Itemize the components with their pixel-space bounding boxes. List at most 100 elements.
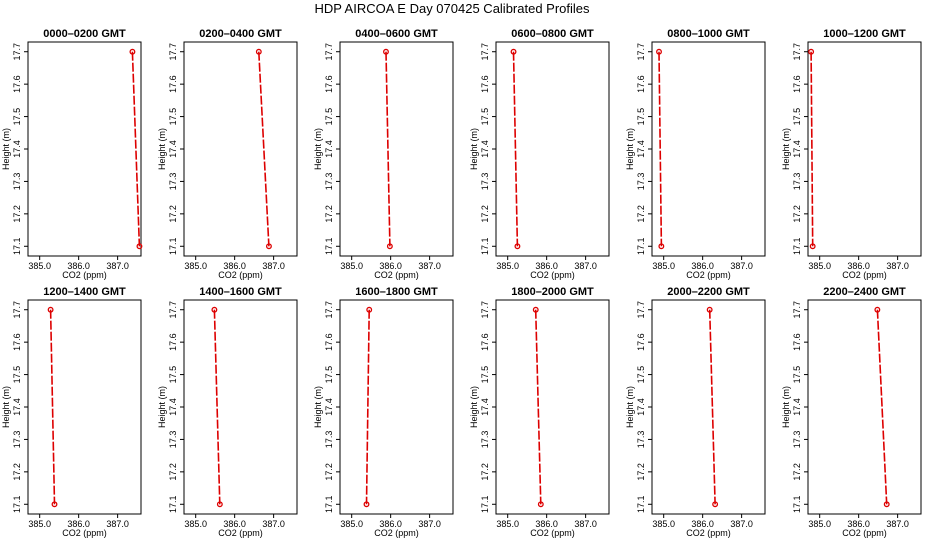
y-tick-label: 17.5: [12, 108, 22, 126]
data-point: [706, 306, 713, 313]
y-tick-label: 17.2: [168, 463, 178, 481]
chart-panel: 2200–2400 GMT 385.0 386.0 387.0 17.1 17.2 17.3…: [781, 286, 922, 538]
x-tick-label: 387.0: [418, 519, 441, 529]
y-tick-label: 17.7: [636, 43, 646, 61]
plot-frame: [339, 41, 454, 257]
y-tick-label: 17.4: [12, 140, 22, 158]
y-tick-label: 17.2: [636, 463, 646, 481]
x-tick-label: 387.0: [730, 261, 753, 271]
x-tick-label: 385.0: [496, 261, 519, 271]
y-tick-label: 17.3: [324, 173, 334, 191]
plot-frame: [807, 299, 922, 515]
plot-frame: [651, 299, 766, 515]
figure-title: HDP AIRCOA E Day 070425 Calibrated Profi…: [314, 1, 590, 16]
y-tick-label: 17.7: [636, 301, 646, 319]
profile-line: [385, 51, 391, 247]
y-tick-label: 17.5: [636, 366, 646, 384]
data-point: [656, 48, 662, 55]
y-tick-label: 17.6: [480, 75, 490, 93]
x-axis-label: CO2 (ppm): [686, 528, 731, 538]
y-tick-label: 17.6: [168, 333, 178, 351]
plot-frame: [27, 41, 142, 257]
y-tick-label: 17.3: [636, 173, 646, 191]
chart-panel: 0400–0600 GMT 385.0 386.0 387.0 17.1 17.2 17.3…: [313, 28, 454, 280]
plot-frame: [651, 41, 766, 257]
data-point: [874, 306, 881, 313]
y-tick-label: 17.5: [636, 108, 646, 126]
y-axis-label: Height (m): [469, 386, 479, 428]
y-tick-label: 17.7: [12, 301, 22, 319]
x-tick-label: 385.0: [340, 261, 363, 271]
data-point: [255, 48, 262, 55]
y-tick-label: 17.4: [324, 140, 334, 158]
y-tick-label: 17.1: [168, 496, 178, 514]
x-axis-label: CO2 (ppm): [530, 528, 575, 538]
y-tick-label: 17.1: [12, 496, 22, 514]
y-tick-label: 17.7: [480, 43, 490, 61]
y-tick-label: 17.4: [636, 398, 646, 416]
x-tick-label: 385.0: [184, 519, 207, 529]
profile-line: [534, 309, 542, 505]
x-tick-label: 386.0: [67, 519, 90, 529]
y-tick-label: 17.4: [792, 140, 802, 158]
x-tick-label: 386.0: [379, 519, 402, 529]
y-tick-label: 17.4: [480, 398, 490, 416]
y-tick-label: 17.3: [168, 173, 178, 191]
y-tick-label: 17.7: [12, 43, 22, 61]
data-point: [129, 48, 136, 55]
x-tick-label: 385.0: [652, 519, 675, 529]
y-tick-label: 17.4: [168, 398, 178, 416]
x-axis-label: CO2 (ppm): [62, 270, 107, 280]
y-tick-label: 17.4: [168, 140, 178, 158]
y-tick-label: 17.2: [12, 463, 22, 481]
panel-title: 0200–0400 GMT: [199, 28, 282, 40]
y-tick-label: 17.6: [12, 75, 22, 93]
data-point: [809, 243, 816, 250]
data-point: [712, 501, 719, 508]
y-tick-label: 17.5: [168, 108, 178, 126]
y-tick-label: 17.6: [792, 75, 802, 93]
panel-title: 1800–2000 GMT: [511, 286, 594, 298]
y-tick-label: 17.3: [12, 173, 22, 191]
y-axis-label: Height (m): [469, 128, 479, 170]
data-point: [216, 501, 223, 508]
panel-title: 2200–2400 GMT: [823, 286, 906, 298]
y-tick-label: 17.2: [168, 205, 178, 223]
y-tick-label: 17.3: [168, 431, 178, 449]
chart-panel: 1000–1200 GMT 385.0 386.0 387.0 17.1 17.2 17.3…: [781, 28, 922, 280]
data-point: [537, 501, 544, 508]
chart-panel: 0000–0200 GMT 385.0 386.0 387.0 17.1 17.2 17.3…: [1, 28, 143, 280]
y-tick-label: 17.4: [636, 140, 646, 158]
y-tick-label: 17.2: [12, 205, 22, 223]
y-tick-label: 17.3: [480, 431, 490, 449]
y-tick-label: 17.2: [636, 205, 646, 223]
y-tick-label: 17.1: [636, 496, 646, 514]
panel-title: 0400–0600 GMT: [355, 28, 438, 40]
profile-line: [708, 309, 716, 505]
y-tick-label: 17.7: [480, 301, 490, 319]
y-axis-label: Height (m): [1, 128, 11, 170]
data-point: [366, 306, 373, 313]
profile-line: [131, 51, 141, 247]
data-point: [658, 243, 665, 250]
y-tick-label: 17.1: [792, 496, 802, 514]
y-tick-label: 17.3: [792, 431, 802, 449]
y-axis-label: Height (m): [157, 386, 167, 428]
y-tick-label: 17.3: [480, 173, 490, 191]
x-tick-label: 386.0: [691, 261, 714, 271]
y-tick-label: 17.7: [792, 43, 802, 61]
x-tick-label: 385.0: [184, 261, 207, 271]
plot-frame: [495, 299, 610, 515]
x-tick-label: 386.0: [223, 519, 246, 529]
chart-panel: 0800–1000 GMT 385.0 386.0 387.0 17.1 17.2 17.3…: [625, 28, 766, 280]
y-tick-label: 17.1: [168, 238, 178, 256]
x-tick-label: 387.0: [262, 519, 285, 529]
data-point: [383, 48, 389, 55]
y-tick-label: 17.6: [636, 333, 646, 351]
data-point: [51, 501, 58, 508]
profile-line: [258, 51, 270, 247]
profile-line: [49, 309, 56, 505]
panel-title: 2000–2200 GMT: [667, 286, 750, 298]
panel-title: 0000–0200 GMT: [43, 28, 126, 40]
